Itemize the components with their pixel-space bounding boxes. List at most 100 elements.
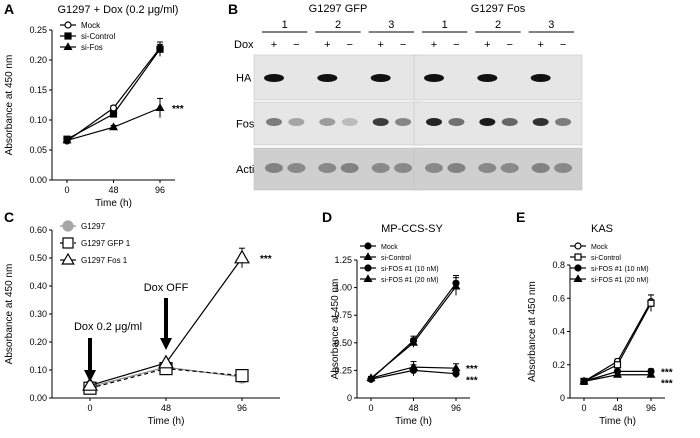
y-tick-label: 0.2 bbox=[552, 360, 565, 370]
x-tick-label: 0 bbox=[64, 185, 69, 195]
fos-band bbox=[372, 118, 389, 126]
legend-label: si-FOS #1 (20 nM) bbox=[381, 277, 439, 284]
significance-marker: *** bbox=[466, 364, 478, 375]
data-point bbox=[409, 362, 418, 371]
data-point bbox=[646, 369, 656, 378]
data-point bbox=[158, 354, 174, 369]
data-point bbox=[109, 122, 118, 131]
ha-band bbox=[317, 74, 338, 82]
y-tick-label: 0.20 bbox=[29, 55, 47, 65]
data-point bbox=[155, 103, 165, 112]
data-point bbox=[613, 369, 622, 378]
lane-number: 1 bbox=[442, 19, 448, 31]
western-blot-b: G1297 GFP 1 2 3 G1297 Fos 1 2 3 Dox + − + − + − + − + − + − H… bbox=[234, 3, 583, 191]
fos-band bbox=[319, 118, 336, 126]
y-tick-label: 0.30 bbox=[29, 309, 47, 319]
legend-marker bbox=[62, 237, 74, 249]
legend-label: Mock bbox=[381, 244, 398, 251]
legend-marker bbox=[62, 220, 74, 232]
y-tick-label: 0.40 bbox=[29, 281, 47, 291]
y-tick-label: 0.75 bbox=[334, 310, 352, 320]
x-tick-label: 48 bbox=[612, 403, 622, 413]
x-axis-label: Time (h) bbox=[395, 416, 432, 427]
fos-band bbox=[555, 118, 572, 126]
data-point bbox=[366, 373, 376, 382]
actin-band bbox=[531, 163, 550, 173]
dox-sign: − bbox=[560, 39, 566, 51]
data-point bbox=[647, 299, 655, 307]
y-axis-label: Absorbance at 450 nm bbox=[4, 55, 15, 156]
y-tick-label: 0.00 bbox=[29, 393, 47, 403]
panel-label-c: C bbox=[4, 209, 14, 225]
actin-band bbox=[265, 163, 283, 173]
data-point bbox=[451, 363, 461, 372]
fos-band bbox=[501, 118, 518, 126]
legend-marker bbox=[363, 274, 373, 282]
legend-label: si-Fos bbox=[81, 43, 103, 52]
legend-label: si-Control bbox=[381, 255, 411, 262]
legend-marker bbox=[574, 253, 582, 261]
arrow-head bbox=[84, 370, 96, 382]
dox-sign: − bbox=[293, 39, 299, 51]
actin-band bbox=[425, 163, 443, 173]
x-tick-label: 48 bbox=[161, 403, 171, 413]
actin-band bbox=[500, 163, 519, 173]
y-tick-label: 1.00 bbox=[334, 283, 352, 293]
panel-label-b: B bbox=[228, 1, 238, 17]
fos-band bbox=[426, 118, 442, 126]
legend-marker bbox=[61, 252, 75, 265]
fos-band bbox=[341, 118, 358, 126]
chart-e: 0 0.2 0.4 0.6 0.8 0 48 96 Time (h) Absorbance at … bbox=[527, 223, 673, 427]
x-tick-label: 48 bbox=[408, 403, 418, 413]
legend-label: Mock bbox=[591, 244, 608, 251]
actin-band bbox=[371, 163, 390, 173]
x-tick-label: 0 bbox=[368, 403, 373, 413]
x-tick-label: 96 bbox=[451, 403, 461, 413]
dox-sign: + bbox=[377, 39, 383, 51]
chart-c: 0.00 0.10 0.20 0.30 0.40 0.50 0.60 0 48 96 Time (h… bbox=[4, 220, 280, 427]
significance-marker: *** bbox=[466, 376, 478, 387]
y-tick-label: 0.60 bbox=[29, 225, 47, 235]
y-tick-label: 0.50 bbox=[334, 338, 352, 348]
data-point bbox=[62, 135, 72, 144]
y-tick-label: 0.20 bbox=[29, 337, 47, 347]
ha-band bbox=[264, 74, 284, 82]
chart-title: G1297 + Dox (0.2 μg/ml) bbox=[58, 4, 179, 16]
chart-a: 0.00 0.05 0.10 0.15 0.20 0.25 0 48 96 Time (h) Abs… bbox=[4, 4, 184, 209]
legend-marker bbox=[573, 274, 583, 282]
y-tick-label: 1.25 bbox=[334, 255, 352, 265]
data-point bbox=[409, 337, 418, 346]
legend-label: si-Control bbox=[81, 32, 115, 41]
fos-band bbox=[288, 118, 305, 126]
lane-number: 3 bbox=[388, 19, 394, 31]
blot-row-label: Fos bbox=[236, 119, 255, 131]
y-tick-label: 0.10 bbox=[29, 115, 47, 125]
actin-band bbox=[478, 163, 497, 173]
dox-sign: + bbox=[537, 39, 543, 51]
significance-marker: *** bbox=[661, 379, 673, 390]
dox-sign: − bbox=[347, 39, 353, 51]
dox-sign: + bbox=[431, 39, 437, 51]
x-tick-label: 96 bbox=[646, 403, 656, 413]
actin-band bbox=[340, 163, 359, 173]
legend-marker bbox=[363, 252, 373, 260]
y-tick-label: 0.50 bbox=[29, 253, 47, 263]
dox-sign: − bbox=[507, 39, 513, 51]
legend-marker bbox=[364, 242, 372, 250]
data-point bbox=[109, 110, 118, 118]
data-point bbox=[82, 376, 98, 391]
chart-title: KAS bbox=[591, 223, 613, 235]
blot-strip bbox=[413, 101, 583, 146]
y-tick-label: 0 bbox=[347, 393, 352, 403]
fos-band bbox=[395, 118, 412, 126]
legend-label: si-FOS #1 (20 nM) bbox=[591, 277, 649, 284]
y-tick-label: 0.10 bbox=[29, 365, 47, 375]
x-axis-label: Time (h) bbox=[95, 198, 132, 209]
chart-title: MP-CCS-SY bbox=[381, 223, 443, 235]
y-tick-label: 0.6 bbox=[552, 293, 565, 303]
significance-marker: *** bbox=[172, 104, 184, 115]
significance-marker: *** bbox=[260, 254, 272, 265]
legend-marker bbox=[64, 32, 72, 40]
blot-group-title: G1297 Fos bbox=[471, 3, 526, 15]
y-tick-label: 0.05 bbox=[29, 145, 47, 155]
